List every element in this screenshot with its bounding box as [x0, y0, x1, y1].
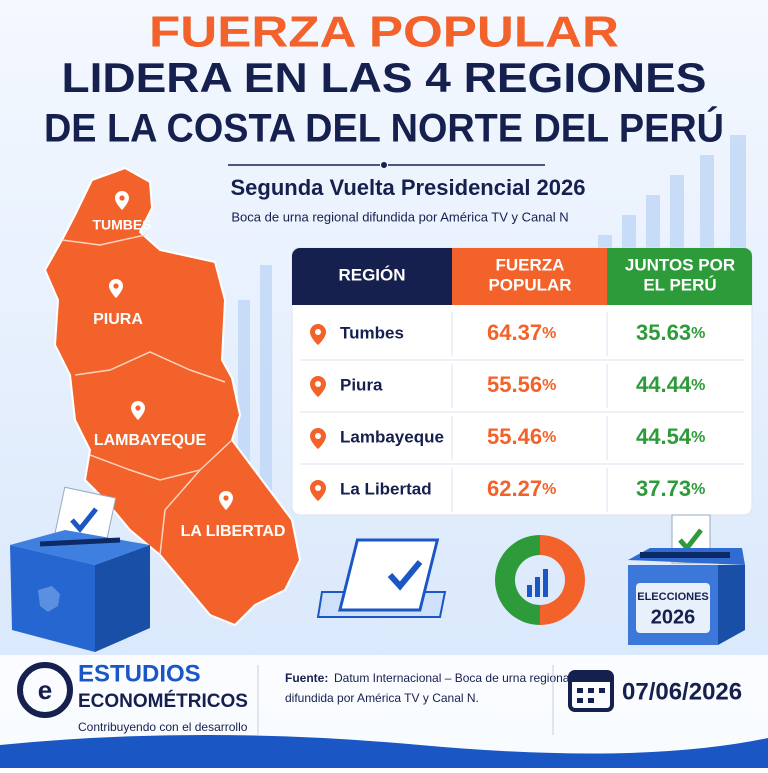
date: 07/06/2026	[622, 678, 742, 705]
brand: ECONOMÉTRICOS	[78, 690, 248, 712]
donut-icon	[495, 535, 585, 625]
percent: 55.46%	[487, 424, 556, 449]
map-label: PIURA	[93, 311, 143, 328]
source-label: Fuente:	[285, 671, 328, 685]
map-borders	[61, 234, 233, 556]
percent: 44.54%	[636, 424, 705, 449]
percent-unit: %	[691, 481, 705, 498]
percent-unit: %	[542, 377, 556, 394]
percent: 62.27%	[487, 476, 556, 501]
ballot-box-left	[10, 486, 150, 652]
percent-number: 64.37	[487, 320, 542, 345]
note: Boca de urna regional difundida por Amér…	[231, 209, 568, 224]
region: Lambayeque	[340, 427, 444, 446]
percent-number: 44.44	[636, 372, 692, 397]
header-cell	[452, 248, 607, 305]
percent: 44.44%	[636, 372, 705, 397]
box-label: 2026	[651, 606, 696, 628]
tagline: Contribuyendo con el desarrollo	[78, 720, 248, 734]
map	[43, 166, 302, 627]
subtitle: Segunda Vuelta Presidencial 2026	[230, 175, 585, 200]
percent: 37.73%	[636, 476, 705, 501]
header-text: REGIÓN	[338, 265, 405, 284]
region: Piura	[340, 375, 383, 394]
percent: 35.63%	[636, 320, 705, 345]
header-cell	[607, 248, 752, 305]
header-text: EL PERÚ	[643, 275, 716, 294]
percent-number: 55.56	[487, 372, 542, 397]
source: Datum Internacional – Boca de urna regio…	[334, 671, 572, 685]
logo-mark: e	[38, 675, 52, 705]
percent-unit: %	[542, 481, 556, 498]
header-text: FUERZA	[496, 255, 565, 274]
percent-number: 44.54	[636, 424, 692, 449]
percent-number: 62.27	[487, 476, 542, 501]
percent-number: 35.63	[636, 320, 691, 345]
percent-number: 55.46	[487, 424, 542, 449]
footer-wave	[0, 735, 768, 768]
percent-unit: %	[542, 325, 556, 342]
header-cell	[292, 248, 452, 305]
title-line2: LIDERA EN LAS 4 REGIONES	[62, 54, 707, 101]
percent-unit: %	[542, 429, 556, 446]
title-line3: DE LA COSTA DEL NORTE DEL PERÚ	[44, 105, 724, 151]
percent-unit: %	[691, 377, 705, 394]
calendar-icon	[568, 670, 614, 712]
percent-unit: %	[691, 429, 705, 446]
map-label: TUMBES	[92, 217, 151, 233]
percent-unit: %	[691, 325, 705, 342]
region: La Libertad	[340, 479, 432, 498]
box-label: ELECCIONES	[637, 591, 709, 603]
region: Tumbes	[340, 323, 404, 342]
logo	[17, 662, 73, 718]
percent: 55.56%	[487, 372, 556, 397]
ballot-icon	[316, 538, 447, 618]
percent: 64.37%	[487, 320, 556, 345]
percent-number: 37.73	[636, 476, 691, 501]
map-label: LAMBAYEQUE	[94, 432, 207, 449]
header-text: POPULAR	[488, 275, 571, 294]
map-label: LA LIBERTAD	[181, 523, 286, 540]
ballot-box-right	[628, 514, 745, 645]
bg-bars	[238, 135, 746, 495]
title-line1: FUERZA POPULAR	[149, 8, 619, 57]
header-text: JUNTOS POR	[625, 255, 735, 274]
source: difundida por América TV y Canal N.	[285, 691, 479, 705]
brand: ESTUDIOS	[78, 660, 201, 687]
divider-dot	[381, 162, 387, 168]
